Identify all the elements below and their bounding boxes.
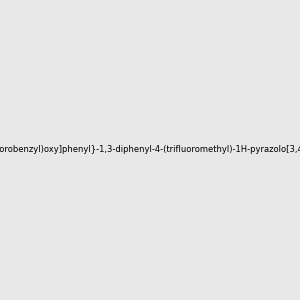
Text: 6-{4-[(2-chlorobenzyl)oxy]phenyl}-1,3-diphenyl-4-(trifluoromethyl)-1H-pyrazolo[3: 6-{4-[(2-chlorobenzyl)oxy]phenyl}-1,3-di… [0,146,300,154]
